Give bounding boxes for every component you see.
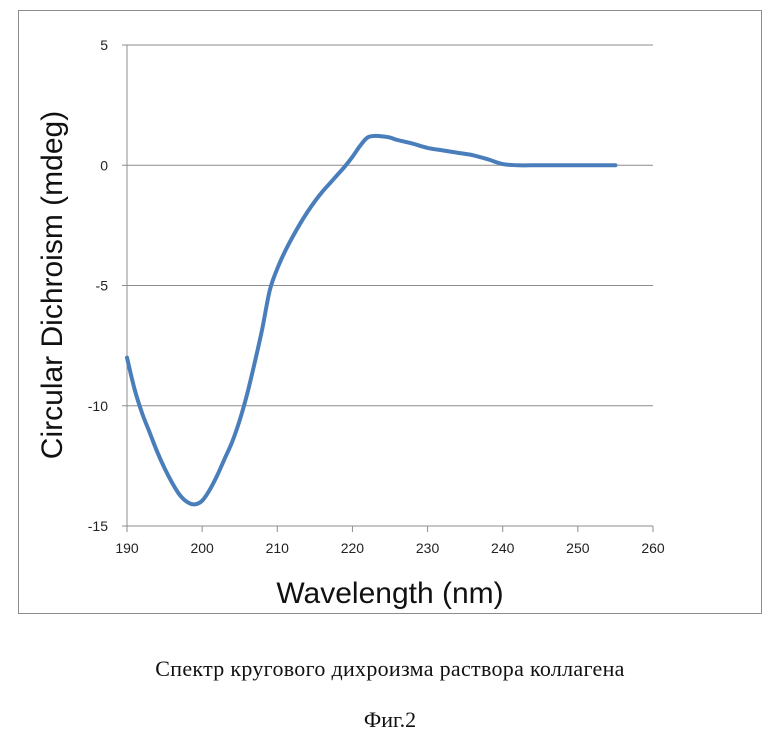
x-tick-label: 250 [566,540,590,556]
y-axis-title: Circular Dichroism (mdeg) [36,111,69,459]
x-tick-label: 200 [190,540,214,556]
y-tick-label: 0 [100,157,108,173]
y-tick-label: 5 [100,37,108,53]
x-tick-label: 260 [641,540,665,556]
gridlines [127,45,653,406]
series-group [127,136,615,505]
y-tick-label: -15 [88,518,108,534]
x-tick-label: 230 [416,540,440,556]
x-tick-label: 190 [115,540,139,556]
series-line [127,136,615,505]
x-tick-label: 240 [491,540,515,556]
figure-label: Фиг.2 [0,707,780,733]
cd-spectrum-chart: 5 0 -5 -10 -15 190 200 210 220 230 240 250 260 Wavel… [0,0,780,620]
x-tick-label: 220 [341,540,365,556]
tick-labels: 5 0 -5 -10 -15 190 200 210 220 230 240 250 260 [88,37,665,556]
axes [122,45,653,532]
y-tick-label: -5 [96,278,109,294]
y-tick-label: -10 [88,398,108,414]
figure-caption: Спектр кругового дихроизма раствора колл… [0,656,780,682]
x-axis-title: Wavelength (nm) [276,577,503,610]
x-tick-label: 210 [266,540,290,556]
